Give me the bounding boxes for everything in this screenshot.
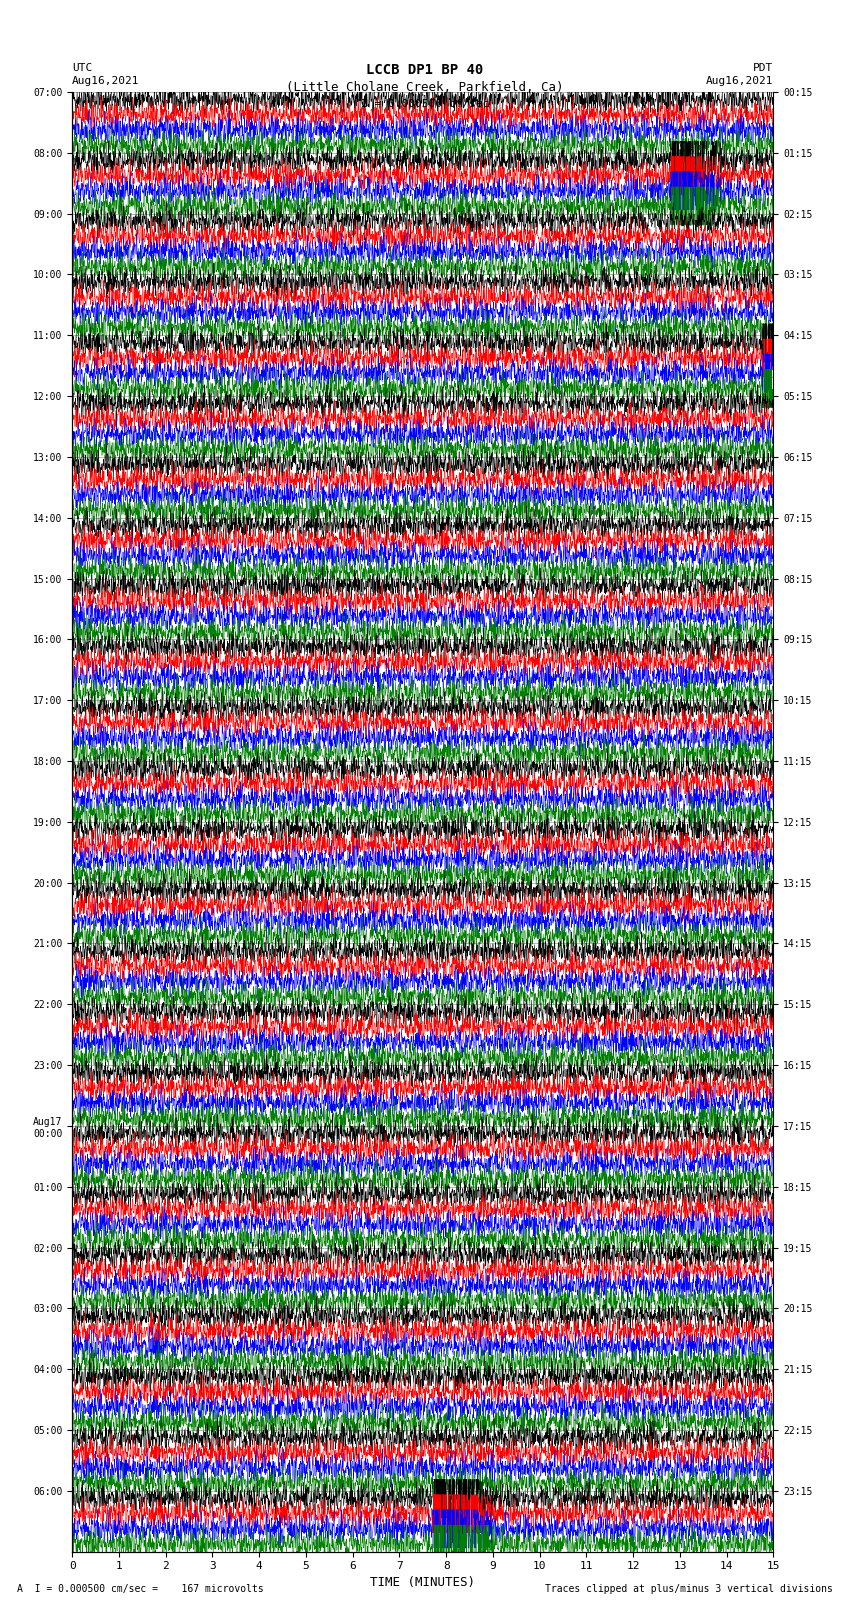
Text: A  I = 0.000500 cm/sec =    167 microvolts: A I = 0.000500 cm/sec = 167 microvolts xyxy=(17,1584,264,1594)
Text: Traces clipped at plus/minus 3 vertical divisions: Traces clipped at plus/minus 3 vertical … xyxy=(545,1584,833,1594)
Text: Aug16,2021: Aug16,2021 xyxy=(72,76,139,85)
Text: LCCB DP1 BP 40: LCCB DP1 BP 40 xyxy=(366,63,484,77)
Text: UTC: UTC xyxy=(72,63,93,73)
Text: Aug16,2021: Aug16,2021 xyxy=(706,76,774,85)
X-axis label: TIME (MINUTES): TIME (MINUTES) xyxy=(371,1576,475,1589)
Text: I = 0.000500 cm/sec: I = 0.000500 cm/sec xyxy=(361,98,489,110)
Text: (Little Cholane Creek, Parkfield, Ca): (Little Cholane Creek, Parkfield, Ca) xyxy=(286,81,564,95)
Text: PDT: PDT xyxy=(753,63,774,73)
